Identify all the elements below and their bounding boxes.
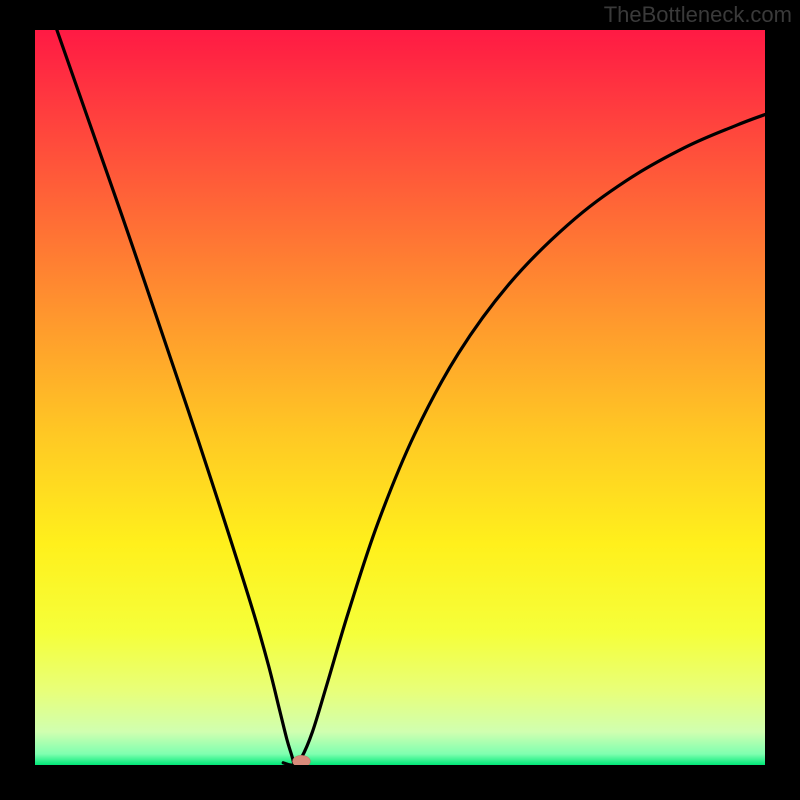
bottleneck-chart [0,0,800,800]
watermark-text: TheBottleneck.com [604,2,792,28]
gradient-background [35,30,765,765]
chart-container: TheBottleneck.com [0,0,800,800]
